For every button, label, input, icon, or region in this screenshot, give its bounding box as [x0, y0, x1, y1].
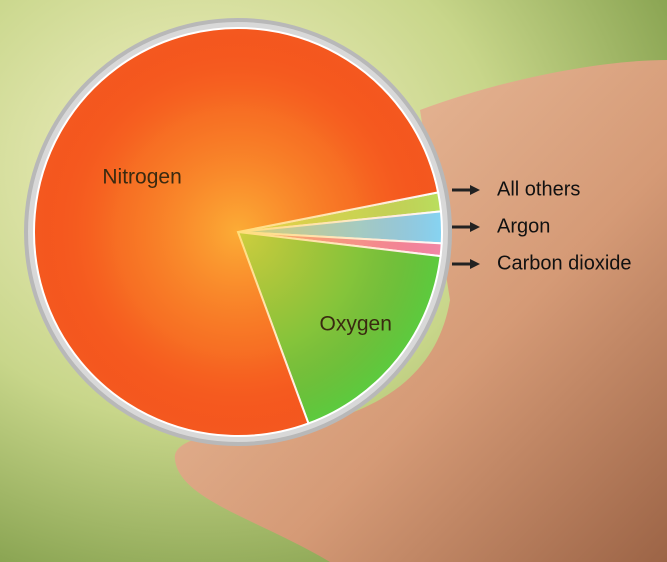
- screen: All others Argon Carbon dioxide Oxygen Nitro…: [0, 0, 667, 562]
- pie: [34, 28, 442, 436]
- slice-label: Oxygen: [320, 313, 392, 336]
- slice-label: All others: [497, 178, 580, 200]
- slice-label: Carbon dioxide: [497, 252, 632, 274]
- slice-label: Argon: [497, 215, 550, 237]
- slice-label: Nitrogen: [102, 166, 181, 189]
